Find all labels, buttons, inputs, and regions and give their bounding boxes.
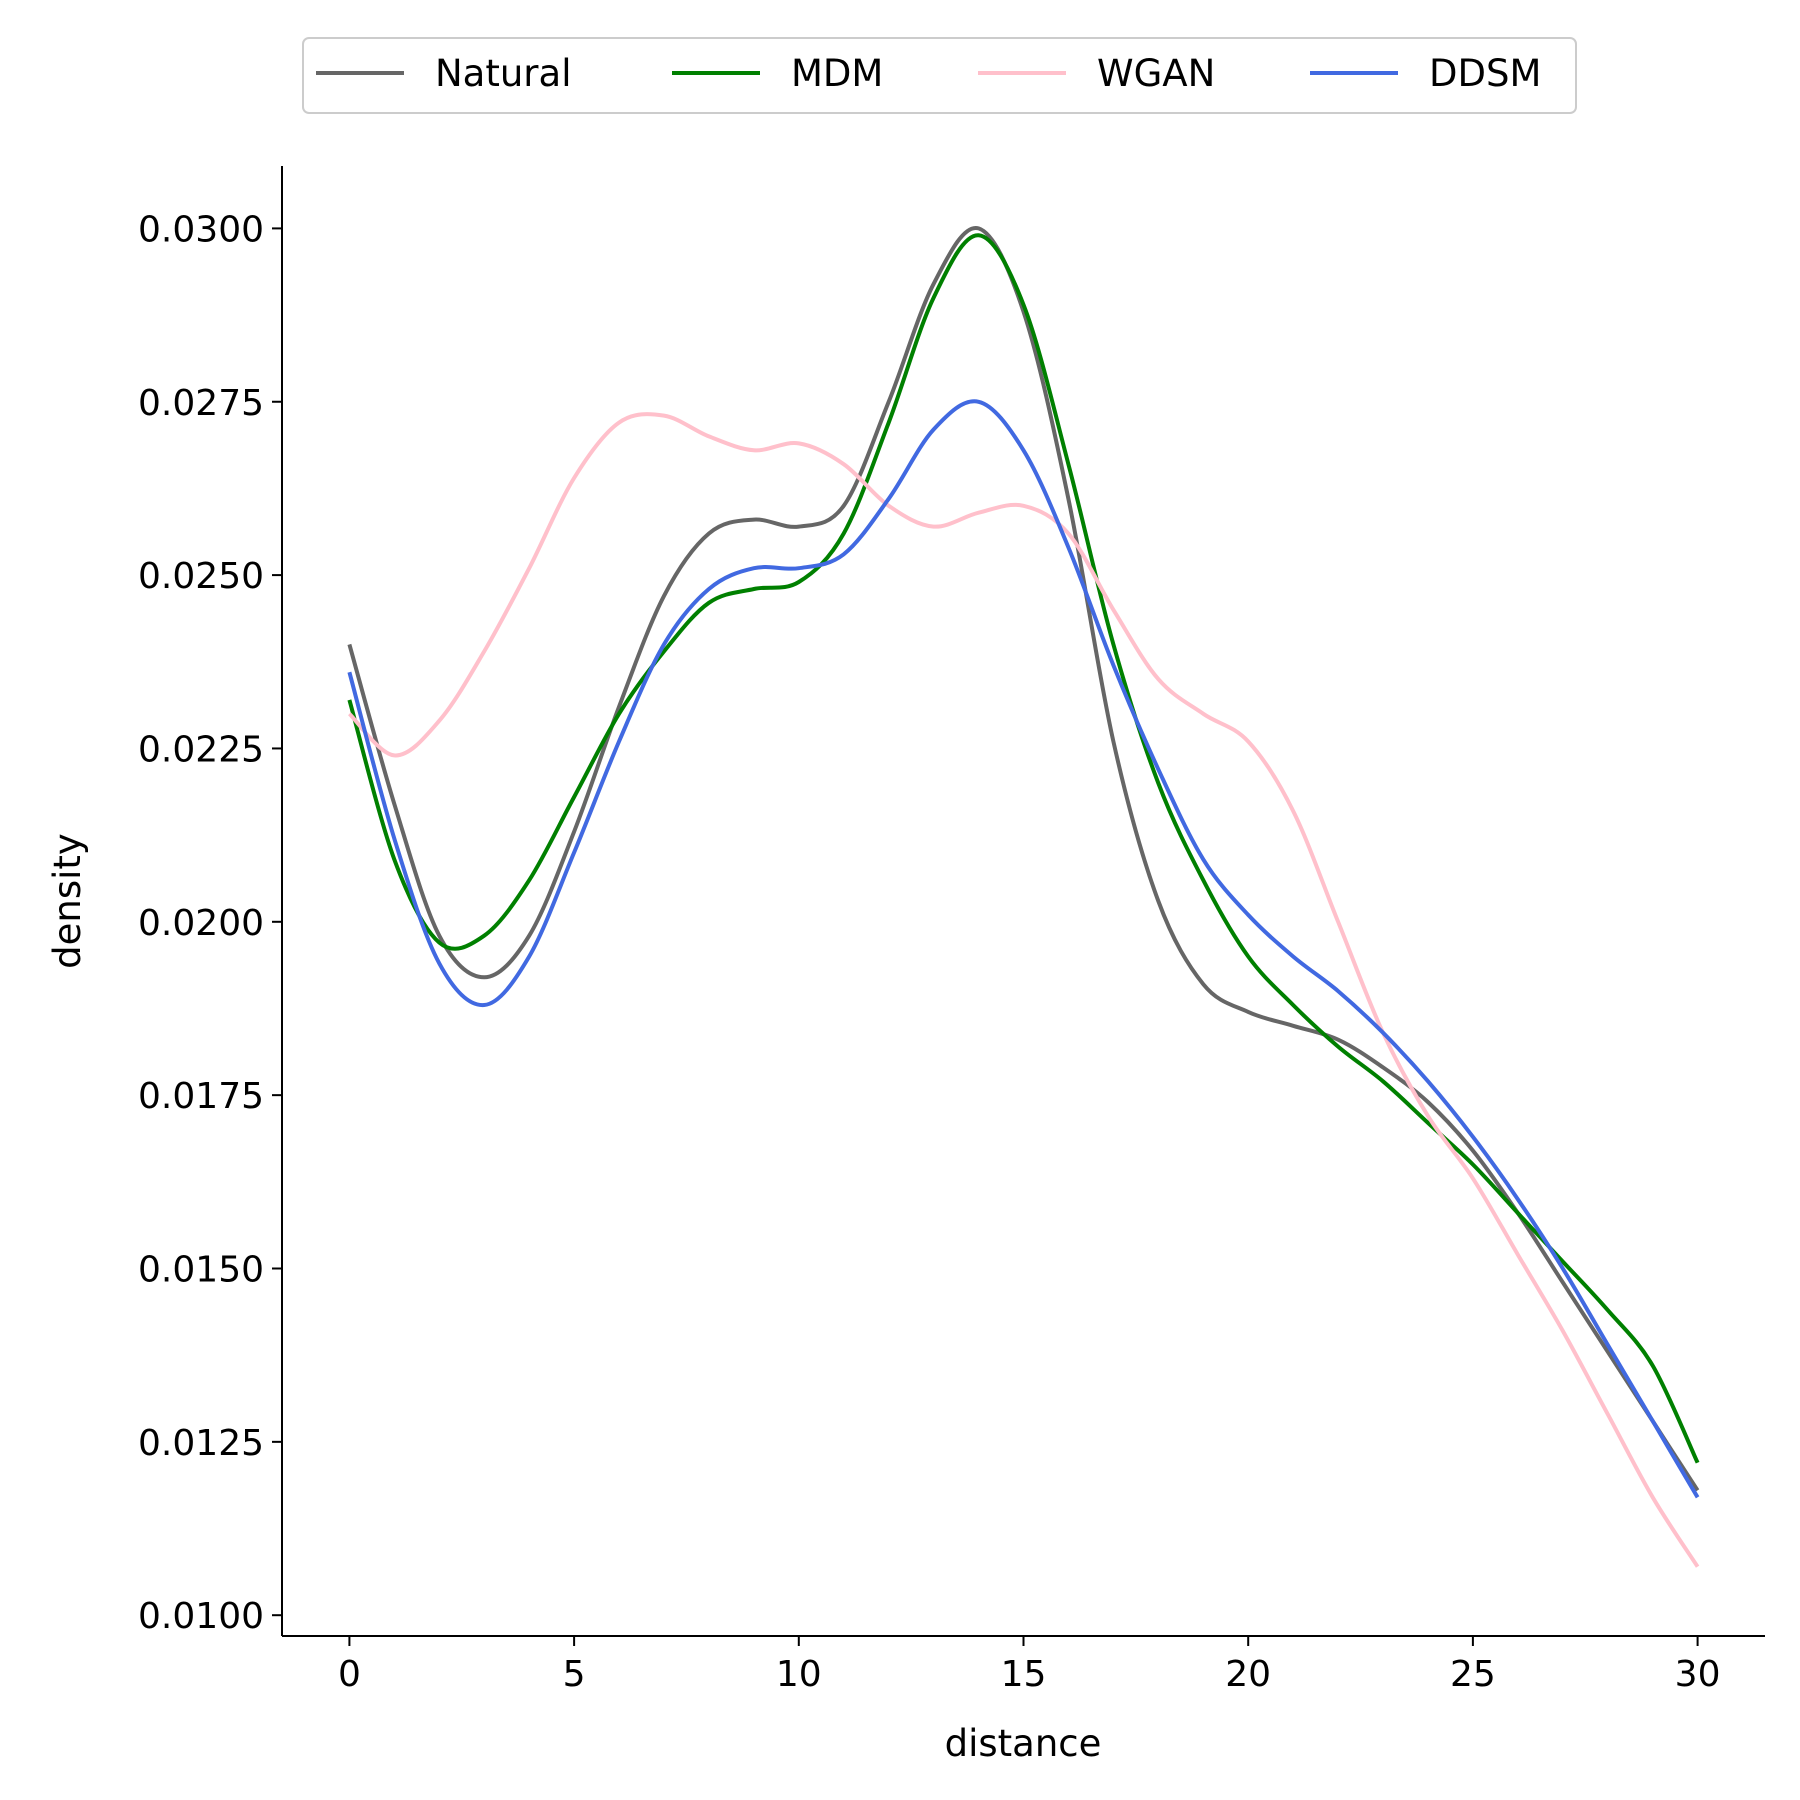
series-line-natural	[347, 226, 1700, 1492]
x-tick-label: 15	[1001, 1654, 1047, 1695]
x-axis-label: distance	[945, 1722, 1102, 1765]
y-tick-label: 0.0275	[138, 383, 264, 424]
y-tick-label: 0.0150	[138, 1250, 264, 1291]
series-line-ddsm	[347, 399, 1700, 1499]
series-line-wgan	[347, 412, 1700, 1568]
legend-label-mdm: MDM	[791, 52, 883, 95]
y-tick-label: 0.0200	[138, 903, 264, 944]
legend-label-ddsm: DDSM	[1429, 52, 1541, 95]
x-ticks: 0 5 10 15 20 25 30	[338, 1636, 1721, 1695]
x-tick-label: 10	[776, 1654, 822, 1695]
y-tick-label: 0.0250	[138, 556, 264, 597]
y-tick-label: 0.0300	[138, 209, 264, 250]
x-tick-label: 0	[338, 1654, 361, 1695]
y-tick-label: 0.0225	[138, 729, 264, 770]
y-tick-label: 0.0100	[138, 1596, 264, 1637]
x-tick-label: 25	[1450, 1654, 1496, 1695]
legend-frame	[302, 37, 1577, 114]
legend-label-natural: Natural	[435, 52, 571, 95]
y-ticks: 0.0100 0.0125 0.0150 0.0175 0.0200 0.0225 0.02…	[138, 209, 282, 1637]
y-axis-label: density	[46, 833, 89, 969]
legend-label-wgan: WGAN	[1097, 52, 1215, 95]
y-tick-label: 0.0175	[138, 1076, 264, 1117]
series-lines	[347, 226, 1700, 1568]
x-tick-label: 30	[1675, 1654, 1721, 1695]
x-tick-label: 5	[563, 1654, 586, 1695]
legend: Natural MDM WGAN DDSM	[302, 37, 1577, 114]
y-tick-label: 0.0125	[138, 1423, 264, 1464]
series-line-mdm	[347, 233, 1700, 1464]
x-tick-label: 20	[1225, 1654, 1271, 1695]
axes	[281, 166, 1765, 1637]
